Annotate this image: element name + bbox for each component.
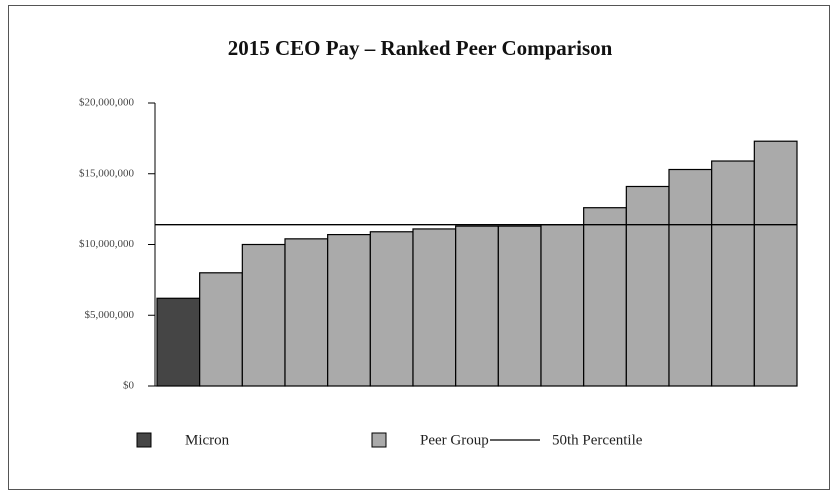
bar bbox=[327, 233, 371, 387]
bar bbox=[753, 140, 798, 387]
bar bbox=[497, 225, 542, 387]
bar bbox=[199, 272, 243, 387]
legend-label: 50th Percentile bbox=[552, 432, 643, 448]
legend-swatch bbox=[371, 432, 387, 448]
legend-swatch bbox=[136, 432, 152, 448]
bar bbox=[711, 160, 755, 387]
y-tick-label: $0 bbox=[123, 380, 135, 392]
bar bbox=[369, 231, 414, 387]
bar bbox=[156, 297, 201, 387]
y-tick-label: $15,000,000 bbox=[79, 167, 135, 179]
bar bbox=[241, 243, 286, 387]
bar bbox=[625, 185, 670, 387]
bar bbox=[284, 238, 329, 387]
legend-label: Micron bbox=[185, 432, 230, 448]
bar bbox=[668, 168, 713, 387]
y-tick-label: $20,000,000 bbox=[79, 97, 135, 109]
bar bbox=[583, 207, 627, 387]
legend-label: Peer Group bbox=[420, 432, 489, 448]
bar bbox=[412, 228, 457, 387]
bar bbox=[540, 224, 585, 387]
y-tick-label: $5,000,000 bbox=[85, 309, 135, 321]
y-tick-label: $10,000,000 bbox=[79, 238, 135, 250]
bar bbox=[455, 225, 499, 387]
chart-title: 2015 CEO Pay – Ranked Peer Comparison bbox=[228, 36, 613, 60]
